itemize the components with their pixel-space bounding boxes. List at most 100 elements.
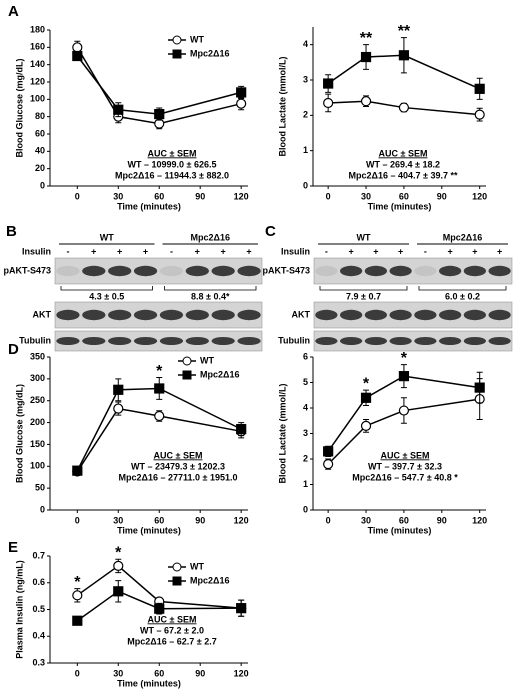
blot-band: [315, 265, 338, 277]
panel-label: D: [8, 341, 19, 358]
significance: *: [74, 574, 81, 591]
blot-band: [364, 309, 388, 321]
blot-band: [339, 337, 363, 345]
y-tick-label: 120: [30, 76, 45, 86]
y-tick-label: 2: [303, 453, 308, 463]
legend-marker: [172, 576, 182, 586]
y-tick-label: 160: [30, 42, 45, 52]
auc-line: WT – 269.4 ± 18.2: [366, 159, 440, 169]
data-point: [113, 104, 124, 115]
treatment-sign: -: [66, 246, 69, 256]
auc-title: AUC ± SEM: [154, 450, 203, 460]
blot-band: [108, 337, 132, 345]
blot-band: [211, 337, 235, 345]
row-label: AKT: [33, 309, 52, 319]
x-tick-label: 30: [113, 515, 123, 525]
y-tick-label: 80: [35, 111, 45, 121]
blot-band: [339, 265, 363, 277]
treatment-sign: +: [497, 246, 502, 256]
blot-band: [438, 309, 462, 321]
data-point: [113, 560, 124, 571]
bracket: [60, 286, 153, 291]
data-point: [360, 420, 372, 431]
data-point: [398, 405, 410, 416]
blot-band: [364, 265, 388, 277]
blot-band: [108, 265, 132, 277]
y-tick-label: 3: [303, 428, 308, 438]
bracket: [418, 286, 507, 291]
legend-marker: [182, 370, 192, 380]
x-axis-label: Time (minutes): [368, 201, 432, 211]
row-label: pAKT-S473: [3, 265, 51, 275]
x-tick-label: 120: [472, 191, 487, 201]
row-label: Tubulin: [19, 335, 51, 345]
data-point: [323, 446, 334, 457]
quantification: 7.9 ± 0.7: [346, 291, 381, 301]
x-axis-label: Time (minutes): [117, 525, 181, 535]
blot-band: [159, 265, 184, 277]
auc-line: WT – 23479.3 ± 1202.3: [131, 461, 225, 471]
blot-band: [56, 265, 80, 277]
treatment-sign: +: [348, 246, 353, 256]
blot-band: [56, 309, 80, 321]
x-tick-label: 120: [234, 668, 249, 678]
y-tick-label: 0: [303, 504, 308, 514]
x-tick-label: 0: [75, 668, 80, 678]
x-tick-label: 30: [113, 191, 123, 201]
y-tick-label: 60: [35, 128, 45, 138]
treatment-sign: +: [195, 246, 200, 256]
y-axis-label: Blood Lactate (mmol/L): [277, 56, 287, 156]
x-tick-label: 90: [195, 668, 205, 678]
x-tick-label: 60: [399, 515, 409, 525]
row-label: Tubulin: [278, 335, 310, 345]
treatment-sign: +: [398, 246, 403, 256]
blot-band: [414, 309, 437, 321]
blot-band: [237, 337, 261, 345]
series-line: [76, 564, 242, 609]
y-tick-label: 5: [303, 377, 308, 387]
y-axis-label: Blood Lactate (mmol/L): [277, 383, 287, 483]
y-tick-label: 40: [35, 146, 45, 156]
y-tick-label: 3: [303, 74, 308, 84]
x-tick-label: 90: [195, 191, 205, 201]
data-point: [72, 590, 83, 601]
treatment-sign: +: [221, 246, 226, 256]
data-point: [398, 102, 410, 113]
blot-band: [211, 265, 235, 277]
blot-band: [438, 265, 462, 277]
auc-title: AUC ± SEM: [148, 614, 197, 624]
significance: *: [156, 363, 163, 380]
auc-line: Mpc2Δ16 – 547.7 ± 40.8 *: [352, 472, 458, 482]
data-point: [154, 410, 165, 422]
blot-band: [185, 337, 209, 345]
blot-image: [54, 330, 263, 352]
y-tick-label: 2: [303, 110, 308, 120]
x-tick-label: 0: [326, 191, 331, 201]
blot-band: [185, 309, 209, 321]
legend-label: Mpc2Δ16: [190, 575, 230, 585]
blot-band: [463, 265, 487, 277]
y-tick-label: 50: [35, 483, 45, 493]
treatment-sign: +: [472, 246, 477, 256]
x-tick-label: 60: [154, 191, 164, 201]
y-axis-label: Blood Glucose (mg/dL): [14, 384, 24, 483]
x-axis-label: Time (minutes): [368, 525, 432, 535]
blot-band: [211, 309, 235, 321]
auc-title: AUC ± SEM: [381, 450, 430, 460]
x-tick-label: 30: [361, 191, 371, 201]
y-tick-label: 4: [303, 402, 308, 412]
data-point: [323, 97, 334, 109]
legend-marker: [172, 562, 182, 572]
significance: *: [401, 350, 408, 367]
y-tick-label: 0.4: [32, 631, 45, 641]
auc-line: WT – 67.2 ± 2.0: [140, 625, 204, 635]
y-tick-label: 100: [30, 461, 45, 471]
blot-band: [389, 337, 412, 345]
data-point: [72, 615, 83, 626]
data-point: [360, 96, 372, 107]
series-line: [76, 590, 242, 622]
x-tick-label: 60: [399, 191, 409, 201]
treatment-sign: -: [325, 246, 328, 256]
treatment-sign: -: [170, 246, 173, 256]
